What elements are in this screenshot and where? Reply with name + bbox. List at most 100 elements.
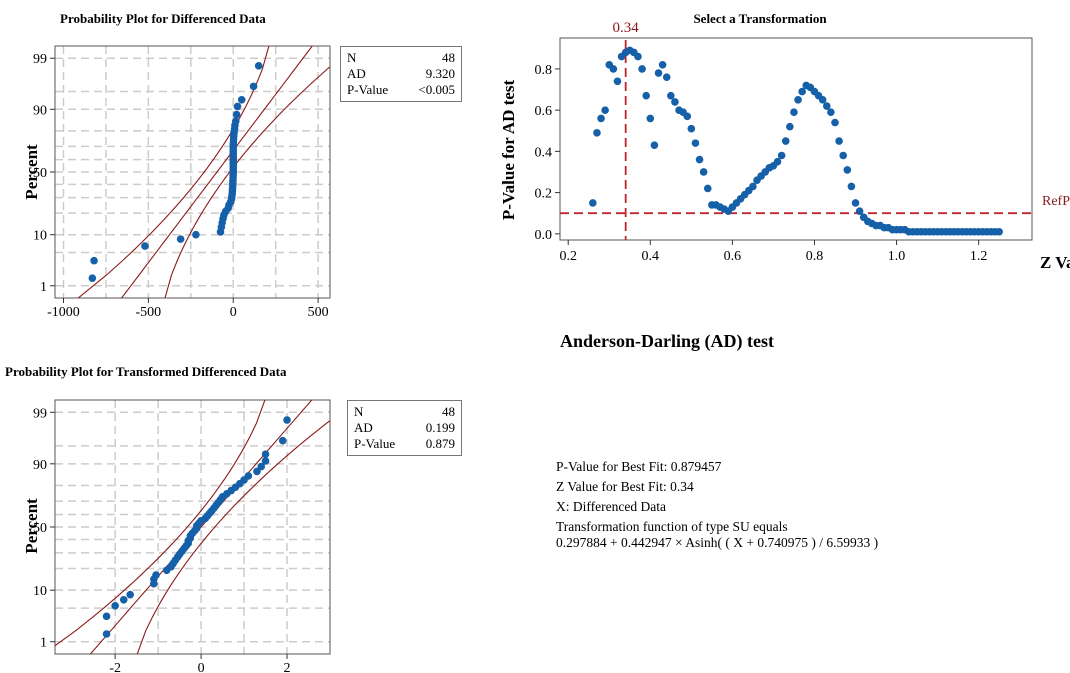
- data-point: [283, 416, 291, 424]
- data-point: [638, 65, 646, 73]
- prob1-plot: -1000 -500 0 500 1 10 50 90 99: [33, 45, 331, 320]
- y-tick-label: 0.6: [535, 104, 553, 119]
- data-point: [257, 462, 266, 471]
- data-point: [90, 256, 98, 265]
- x-tick-label: -500: [136, 305, 162, 320]
- stat-label: AD: [354, 420, 373, 435]
- x-tick-label: -2: [109, 661, 121, 673]
- data-point: [253, 467, 261, 476]
- x-tick-label: 500: [308, 305, 329, 320]
- x-tick-label: 0.8: [806, 249, 824, 264]
- stat-row: AD 9.320: [347, 66, 455, 82]
- stat-value: 48: [442, 404, 455, 419]
- data-point: [261, 457, 270, 465]
- x-tick-label: -1000: [47, 305, 80, 320]
- summary-line: Transformation function of type SU equal…: [556, 519, 788, 534]
- y-tick-label: 10: [33, 229, 47, 244]
- data-point: [687, 124, 696, 133]
- data-point: [119, 595, 128, 604]
- prob2-stats-box: N 48 AD 0.199 P-Value 0.879: [347, 400, 462, 456]
- data-point: [646, 114, 655, 123]
- data-point: [232, 110, 241, 119]
- stat-value: <0.005: [418, 82, 455, 97]
- data-point: [695, 155, 704, 164]
- ad-test-heading: Anderson-Darling (AD) test: [560, 331, 774, 351]
- prob2-title: Probability Plot for Transformed Differe…: [5, 364, 287, 379]
- data-point: [597, 114, 605, 123]
- data-point: [152, 571, 160, 579]
- data-point: [609, 65, 618, 73]
- data-point: [667, 91, 675, 100]
- data-point: [278, 436, 287, 445]
- data-point: [650, 141, 659, 149]
- data-point: [749, 182, 757, 191]
- x-tick-label: 2: [284, 661, 291, 673]
- stat-value: 9.320: [425, 66, 455, 81]
- data-point: [855, 207, 864, 215]
- data-point: [781, 137, 790, 145]
- data-point: [699, 168, 708, 176]
- y-tick-label: 90: [33, 103, 47, 118]
- stat-value: 0.879: [425, 436, 455, 451]
- summary-line: Z Value for Best Fit: 0.34: [556, 479, 694, 494]
- transform-plot: 0.2 0.4 0.6 0.8 1.0 1.2 0.0 0.2 0.4 0.6 0.8 0.34 Ref…: [535, 20, 1070, 272]
- data-point: [995, 227, 1003, 236]
- data-point: [839, 151, 847, 160]
- stat-row: P-Value <0.005: [347, 82, 455, 98]
- data-point: [773, 157, 782, 166]
- data-point: [111, 601, 119, 610]
- stat-label: N: [347, 50, 357, 65]
- y-tick-label: 0.4: [535, 145, 553, 160]
- data-point: [843, 166, 852, 174]
- best-z-label: 0.34: [613, 20, 640, 36]
- ci-lower-line: [55, 400, 266, 647]
- data-point: [88, 274, 97, 282]
- data-point: [822, 102, 831, 110]
- stat-label: AD: [347, 66, 366, 81]
- transform-title: Select a Transformation: [693, 11, 827, 26]
- y-tick-label: 50: [33, 166, 47, 181]
- data-point: [249, 82, 258, 91]
- data-point: [662, 73, 671, 81]
- y-tick-label: 50: [33, 521, 47, 536]
- data-point: [192, 230, 200, 239]
- prob1-stats-box: N 48 AD 9.320 P-Value <0.005: [340, 46, 462, 102]
- stat-row: N 48: [347, 50, 455, 66]
- x-tick-label: 0: [230, 305, 237, 320]
- data-point: [794, 96, 802, 104]
- summary-line: X: Differenced Data: [556, 499, 666, 514]
- data-point: [642, 91, 650, 100]
- data-point: [176, 235, 185, 243]
- summary-line: P-Value for Best Fit: 0.879457: [556, 459, 722, 474]
- data-point: [237, 96, 246, 104]
- y-tick-label: 10: [33, 584, 47, 599]
- data-point: [613, 77, 622, 86]
- stat-value: 0.199: [425, 420, 455, 435]
- y-tick-label: 99: [33, 52, 47, 67]
- x-tick-label: 0.4: [642, 249, 660, 264]
- prob2-plot: -2 0 2 1 10 50 90 99: [33, 399, 331, 673]
- summary-line: 0.297884 + 0.442947 × Asinh( ( X + 0.740…: [556, 535, 879, 550]
- stat-row: N 48: [354, 404, 455, 420]
- x-tick-label: 0.2: [559, 249, 577, 264]
- fit-line: [120, 46, 313, 298]
- data-point: [831, 118, 839, 127]
- y-tick-label: 99: [33, 406, 47, 421]
- y-tick-label: 0.2: [535, 187, 553, 202]
- data-point: [261, 450, 270, 459]
- plot-frame: [559, 37, 1033, 241]
- data-point: [654, 69, 663, 77]
- data-point: [790, 108, 798, 117]
- x-tick-label: 1.2: [970, 249, 988, 264]
- data-point: [126, 590, 134, 599]
- data-point: [777, 151, 786, 160]
- summary-block: P-Value for Best Fit: 0.879457 Z Value f…: [556, 457, 878, 553]
- y-tick-label: 90: [33, 458, 47, 473]
- data-point: [703, 184, 712, 193]
- x-tick-label: 0: [198, 661, 205, 673]
- data-point: [593, 129, 601, 137]
- data-point: [827, 108, 835, 117]
- data-point: [231, 117, 240, 126]
- data-point: [244, 472, 253, 480]
- ref-p-label: RefP: [1042, 194, 1070, 209]
